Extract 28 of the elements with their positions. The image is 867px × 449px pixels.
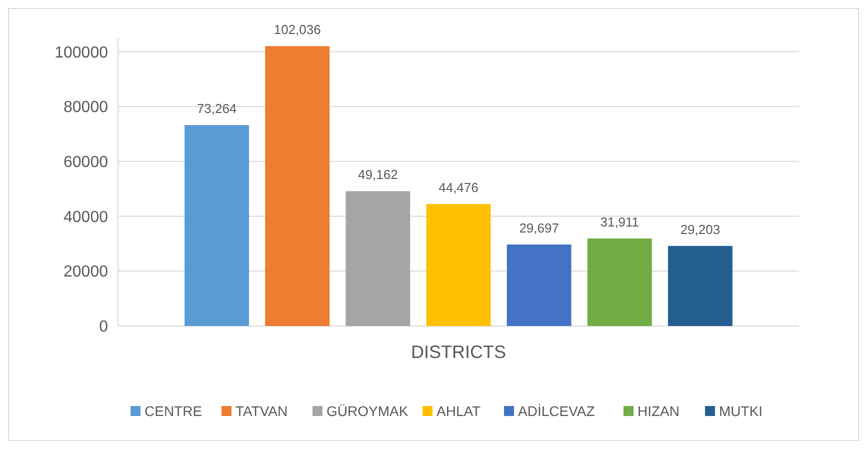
x-axis-title: DISTRICTS: [410, 342, 506, 362]
y-tick-label: 60000: [64, 154, 108, 172]
data-label: 102,036: [274, 22, 321, 38]
y-tick-label: 100000: [54, 44, 108, 62]
legend-label: TATVAN: [236, 402, 288, 419]
data-label: 73,264: [196, 101, 237, 116]
bar: [587, 238, 652, 326]
y-tick-label: 0: [99, 318, 108, 336]
data-label: 49,162: [358, 167, 398, 182]
bar: [265, 46, 330, 326]
y-tick-label: 20000: [64, 264, 108, 281]
data-label: 29,203: [680, 222, 720, 237]
bar: [668, 246, 732, 326]
bar: [346, 191, 410, 326]
legend-label: CENTRE: [144, 402, 202, 419]
legend-label: GÜROYMAK: [326, 402, 409, 419]
data-label: 29,697: [519, 220, 559, 236]
bar: [506, 244, 572, 326]
y-tick-label: 40000: [64, 208, 108, 226]
bar: [184, 125, 250, 326]
legend-label: AHLAT: [436, 402, 482, 419]
legend-label: MUTKI: [719, 402, 763, 419]
bar: [426, 204, 491, 326]
legend-label: ADİLCEVAZ: [518, 402, 596, 419]
data-label: 44,476: [438, 180, 478, 196]
data-label: 31,911: [600, 214, 640, 230]
y-tick-label: 80000: [64, 99, 108, 116]
legend-label: HIZAN: [638, 402, 680, 419]
